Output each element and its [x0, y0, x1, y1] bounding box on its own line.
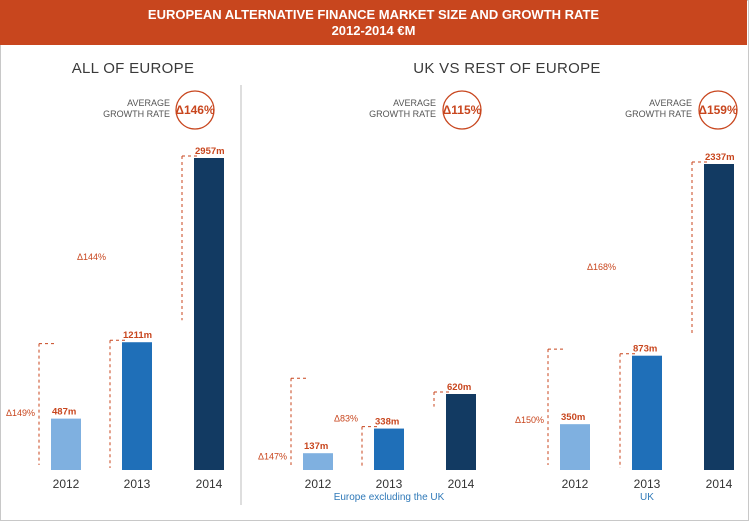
growth-badge-circle	[175, 90, 215, 130]
growth-rate-label: Δ150%	[515, 415, 544, 425]
growth-badge-label-line2: GROWTH RATE	[369, 109, 436, 119]
growth-badge-circle	[442, 90, 482, 130]
growth-badge-label-line2: GROWTH RATE	[103, 109, 170, 119]
bar-2012	[303, 453, 333, 470]
bar-value-label: 2337m	[705, 152, 735, 163]
x-tick-label: 2014	[196, 477, 223, 491]
panel-subtitle: Europe excluding the UK	[334, 492, 445, 503]
x-tick-label: 2013	[634, 477, 661, 491]
title-banner: EUROPEAN ALTERNATIVE FINANCE MARKET SIZE…	[0, 0, 747, 45]
x-tick-label: 2012	[305, 477, 332, 491]
growth-badge-label-line1: AVERAGE	[393, 98, 436, 108]
bar-value-label: 338m	[375, 417, 399, 428]
growth-rate-label: Δ168%	[587, 262, 616, 272]
bar-value-label: 620m	[447, 382, 471, 393]
chart-subtitle: 2012-2014 €M	[331, 23, 416, 38]
bar-2013	[122, 342, 152, 470]
panel-subtitle: UK	[640, 492, 654, 503]
panel-title-uk-vs-rest: UK VS REST OF EUROPE	[413, 60, 600, 77]
bar-2014	[446, 394, 476, 470]
growth-badge-value: Δ146%	[175, 103, 215, 117]
x-tick-label: 2013	[124, 477, 151, 491]
growth-badge-label-line1: AVERAGE	[127, 98, 170, 108]
x-tick-label: 2014	[448, 477, 475, 491]
bar-2012	[560, 424, 590, 470]
bar-value-label: 487m	[52, 407, 76, 418]
bar-2013	[632, 355, 662, 470]
bar-value-label: 350m	[561, 412, 585, 423]
bar-2014	[704, 164, 734, 470]
growth-badge-value: Δ159%	[698, 103, 738, 117]
growth-badge-label-line2: GROWTH RATE	[625, 109, 692, 119]
growth-rate-label: Δ144%	[77, 252, 106, 262]
bar-value-label: 2957m	[195, 146, 225, 157]
bar-2013	[374, 428, 404, 470]
bar-2012	[51, 418, 81, 470]
bar-2014	[194, 158, 224, 470]
growth-rate-label: Δ147%	[258, 451, 287, 461]
growth-badge-circle	[698, 90, 738, 130]
panel-title-all-europe: ALL OF EUROPE	[72, 60, 195, 77]
chart-title: EUROPEAN ALTERNATIVE FINANCE MARKET SIZE…	[147, 7, 600, 22]
bar-value-label: 1211m	[123, 330, 152, 341]
x-tick-label: 2012	[53, 477, 80, 491]
growth-badge-value: Δ115%	[443, 103, 482, 117]
growth-badge-label-line1: AVERAGE	[649, 98, 692, 108]
x-tick-label: 2014	[706, 477, 733, 491]
bar-value-label: 873m	[633, 344, 657, 355]
growth-rate-label: Δ83%	[334, 413, 358, 423]
x-tick-label: 2012	[562, 477, 589, 491]
bar-value-label: 137m	[304, 441, 328, 452]
x-tick-label: 2013	[376, 477, 403, 491]
growth-rate-label: Δ149%	[6, 408, 35, 418]
